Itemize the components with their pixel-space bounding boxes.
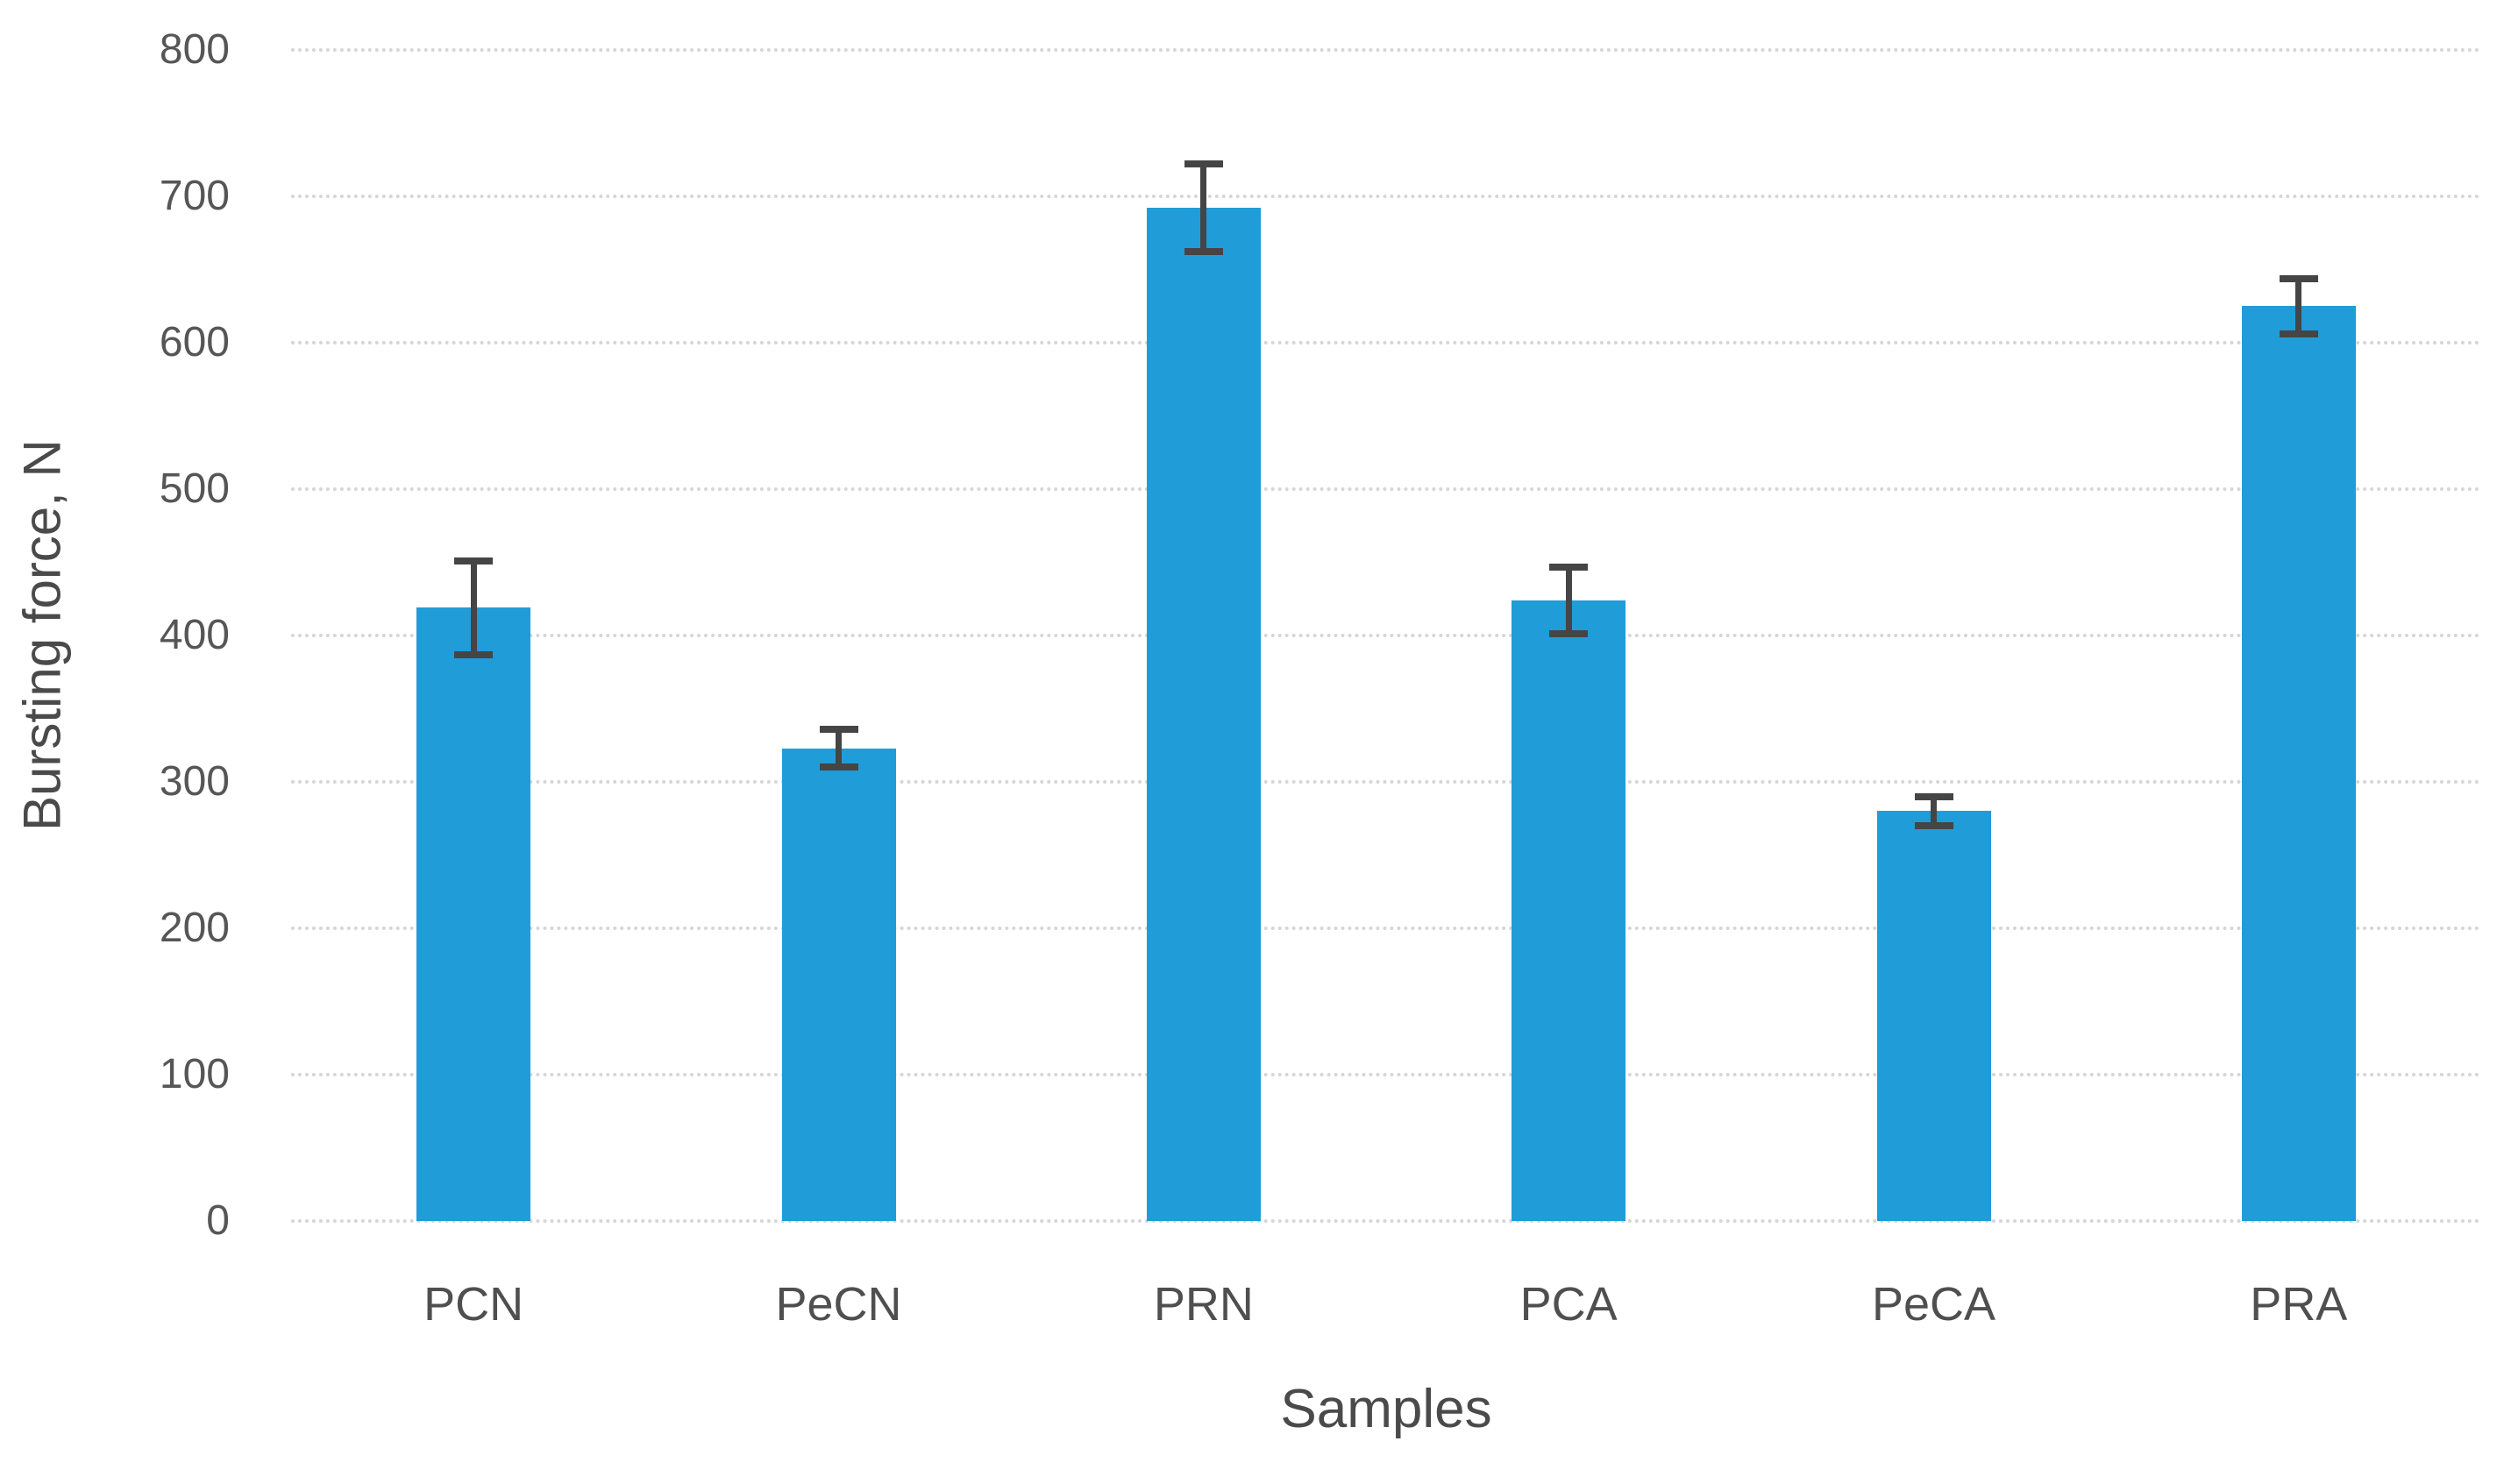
x-axis-title: Samples [1280,1379,1492,1439]
y-tick-label-300: 300 [159,758,230,805]
category-label-PeCN: PeCN [775,1278,902,1331]
error-bar-line-PCN [470,560,477,655]
error-bar-line-PCA [1565,566,1572,635]
error-bar-cap-bottom-PeCN [819,763,858,771]
plot-area [291,48,2481,1223]
error-bar-cap-top-PeCN [819,725,858,733]
gridline-300 [291,780,2481,784]
bar-PCA [1512,600,1626,1221]
error-bar-cap-bottom-PCN [454,650,494,658]
category-label-PeCA: PeCA [1871,1278,1996,1331]
gridline-200 [291,927,2481,930]
error-bar-cap-bottom-PRA [2279,330,2318,337]
error-bar-cap-top-PRN [1184,160,1223,168]
y-tick-label-200: 200 [159,905,230,951]
category-label-PCN: PCN [423,1278,524,1331]
error-bar-cap-top-PCA [1549,563,1589,571]
error-bar-line-PRN [1200,164,1207,252]
bar-PRN [1146,208,1261,1221]
bar-PeCA [1876,811,1991,1221]
y-tick-label-100: 100 [159,1051,230,1097]
gridline-700 [291,195,2481,198]
error-bar-cap-top-PRA [2279,274,2318,282]
x-axis-category-labels: PCN PeCN PRN PCA PeCA PRA [291,1269,2481,1339]
error-bar-line-PeCN [836,728,842,768]
error-bar-cap-bottom-PRN [1184,248,1223,256]
y-tick-label-600: 600 [159,319,230,366]
bar-PeCN [781,748,896,1221]
error-bar-line-PeCA [1931,796,1937,827]
y-tick-label-400: 400 [159,612,230,658]
error-bar-cap-bottom-PCA [1549,630,1589,638]
category-label-PCA: PCA [1519,1278,1618,1331]
error-bar-line-PRA [2295,278,2302,334]
category-label-PRA: PRA [2250,1278,2348,1331]
y-tick-label-800: 800 [159,26,230,73]
y-axis-tick-labels: 0 100 200 300 400 500 600 700 800 [0,29,230,1242]
category-label-PRN: PRN [1153,1278,1254,1331]
error-bar-cap-top-PCN [454,557,494,564]
error-bar-cap-top-PeCA [1914,792,1953,800]
y-tick-label-700: 700 [159,173,230,219]
y-tick-label-0: 0 [206,1197,230,1244]
y-tick-label-500: 500 [159,465,230,512]
gridline-400 [291,634,2481,637]
gridline-800 [291,48,2481,52]
gridline-0 [291,1219,2481,1223]
bar-PCN [416,607,531,1221]
bar-PRA [2241,306,2356,1221]
gridline-500 [291,487,2481,491]
error-bar-cap-bottom-PeCA [1914,822,1953,830]
gridline-100 [291,1073,2481,1076]
gridline-600 [291,341,2481,344]
